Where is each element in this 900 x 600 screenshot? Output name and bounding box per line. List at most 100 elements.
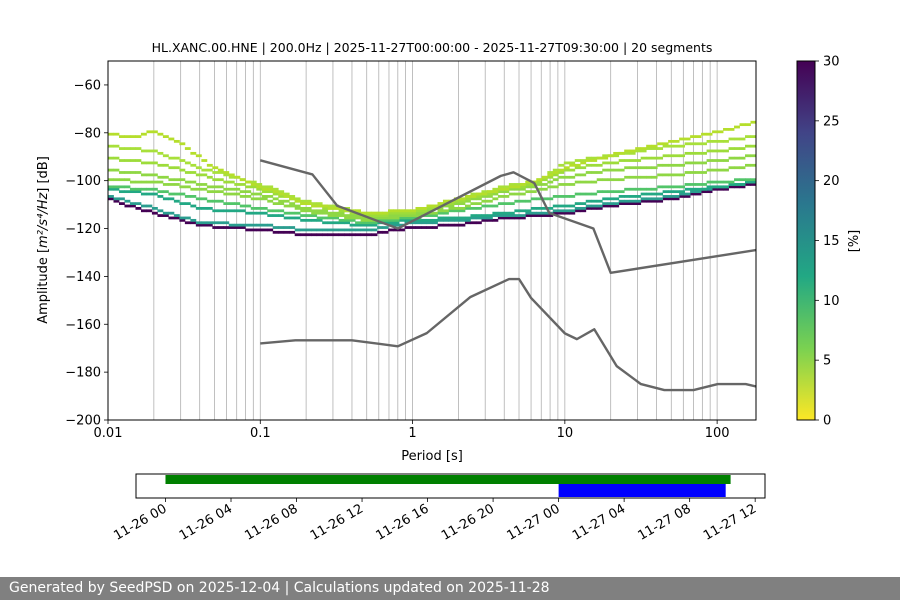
noise-model-nhnm bbox=[259, 159, 756, 275]
psd-cell bbox=[289, 230, 296, 234]
psd-cell bbox=[541, 175, 548, 179]
psd-cell bbox=[146, 204, 153, 208]
psd-cell bbox=[289, 216, 296, 220]
psd-cell bbox=[162, 154, 169, 158]
psd-cell bbox=[574, 180, 581, 184]
psd-cell bbox=[750, 183, 756, 186]
psd-cell bbox=[519, 192, 526, 196]
psd-cell bbox=[580, 180, 587, 184]
psd-cell bbox=[146, 149, 153, 153]
psd-cell bbox=[377, 218, 383, 222]
psd-cell bbox=[168, 216, 175, 220]
psd-cell bbox=[190, 195, 197, 198]
psd-cell bbox=[679, 195, 686, 198]
psd-cell bbox=[503, 202, 510, 205]
psd-cell bbox=[706, 149, 713, 153]
psd-cell bbox=[228, 202, 235, 205]
psd-cell bbox=[646, 175, 653, 179]
psd-cell bbox=[717, 139, 724, 143]
psd-cell bbox=[184, 216, 191, 220]
psd-cell bbox=[635, 199, 642, 203]
psd-cell bbox=[475, 216, 482, 220]
psd-cell bbox=[388, 228, 394, 232]
psd-cell bbox=[448, 206, 455, 210]
psd-cell bbox=[596, 156, 603, 160]
psd-cell bbox=[640, 149, 647, 153]
psd-cell bbox=[316, 218, 323, 222]
psd-cell bbox=[388, 216, 394, 220]
psd-cell bbox=[745, 135, 751, 138]
psd-cell bbox=[108, 195, 114, 198]
psd-cell bbox=[272, 214, 279, 217]
psd-cell bbox=[629, 159, 636, 162]
psd-cell bbox=[723, 180, 729, 184]
psd-cell bbox=[745, 123, 751, 127]
psd-cell bbox=[629, 175, 636, 179]
psd-cell bbox=[223, 202, 230, 205]
psd-cell bbox=[366, 228, 372, 232]
psd-cell bbox=[690, 190, 696, 194]
psd-cell bbox=[190, 171, 197, 174]
psd-cell bbox=[635, 202, 642, 205]
noise-models bbox=[259, 159, 756, 392]
psd-cell bbox=[234, 175, 241, 179]
psd-cell bbox=[728, 166, 735, 170]
psd-cell bbox=[739, 123, 746, 127]
psd-cell bbox=[673, 190, 680, 194]
psd-cell bbox=[124, 135, 131, 138]
psd-cell bbox=[541, 214, 548, 217]
psd-cell bbox=[135, 187, 142, 191]
psd-cell bbox=[272, 192, 279, 196]
psd-cell bbox=[657, 192, 664, 196]
psd-cell bbox=[410, 214, 416, 217]
psd-cell bbox=[338, 221, 345, 225]
psd-cell bbox=[668, 139, 675, 143]
psd-cell bbox=[712, 149, 718, 153]
psd-cell bbox=[442, 223, 449, 227]
psd-cell bbox=[294, 206, 301, 210]
psd-cell bbox=[261, 190, 268, 194]
psd-cell bbox=[234, 202, 241, 205]
psd-cell bbox=[228, 175, 235, 179]
psd-cell bbox=[497, 214, 504, 217]
timeline-bar-full bbox=[165, 475, 731, 484]
psd-cell bbox=[684, 183, 691, 186]
psd-cell bbox=[162, 197, 169, 201]
psd-cell bbox=[508, 216, 515, 220]
psd-cell bbox=[267, 209, 274, 213]
psd-cell bbox=[278, 214, 285, 217]
psd-cell bbox=[508, 185, 515, 189]
psd-cell bbox=[118, 171, 125, 174]
psd-cell bbox=[140, 187, 147, 191]
psd-cell bbox=[525, 190, 532, 194]
psd-cell bbox=[173, 139, 180, 143]
psd-cell bbox=[129, 204, 136, 208]
psd-cell bbox=[250, 206, 257, 210]
psd-cell bbox=[294, 233, 301, 237]
colorbar-tick-label: 10 bbox=[823, 294, 840, 309]
psd-cell bbox=[602, 161, 609, 165]
psd-cell bbox=[574, 206, 581, 210]
psd-cell bbox=[250, 197, 257, 201]
psd-cell bbox=[355, 221, 362, 225]
psd-band bbox=[108, 163, 756, 222]
psd-cell bbox=[179, 159, 186, 162]
psd-cell bbox=[404, 218, 411, 222]
psd-cell bbox=[525, 209, 532, 213]
psd-cell bbox=[585, 159, 592, 162]
psd-cell bbox=[662, 197, 669, 201]
psd-cell bbox=[371, 221, 378, 225]
psd-cell bbox=[316, 204, 323, 208]
psd-cell bbox=[563, 183, 570, 186]
psd-cell bbox=[113, 178, 120, 182]
psd-cell bbox=[124, 185, 131, 189]
psd-cell bbox=[415, 221, 422, 225]
psd-cell bbox=[201, 168, 208, 172]
psd-cell bbox=[701, 161, 707, 165]
psd-cell bbox=[250, 211, 257, 215]
psd-cell bbox=[289, 197, 296, 201]
psd-cell bbox=[212, 190, 219, 194]
psd-cell bbox=[470, 216, 477, 220]
psd-cell bbox=[410, 209, 416, 213]
psd-cell bbox=[267, 223, 274, 227]
